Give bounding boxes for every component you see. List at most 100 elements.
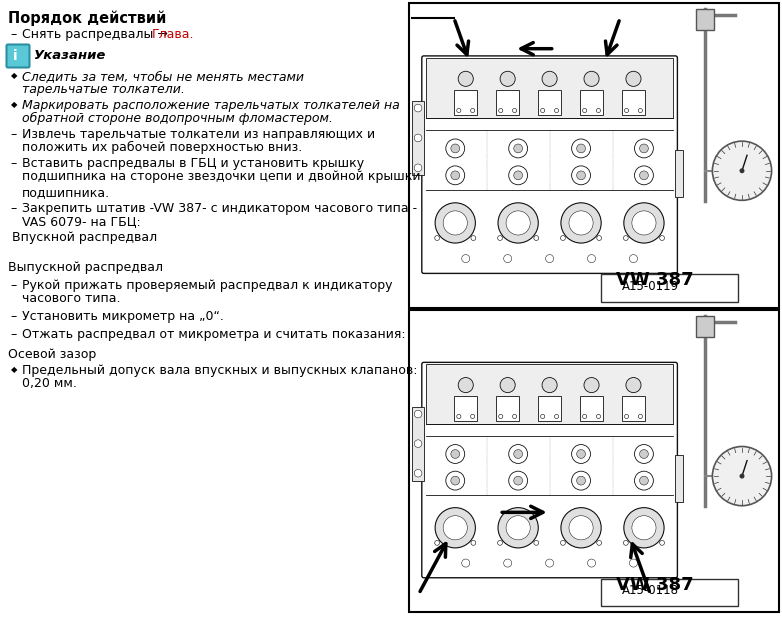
Circle shape [634,471,654,490]
Text: –: – [10,202,16,215]
Text: положить их рабочей поверхностью вниз.: положить их рабочей поверхностью вниз. [22,141,303,154]
Text: тарельчатые толкатели.: тарельчатые толкатели. [22,83,185,96]
Text: Выпускной распредвал: Выпускной распредвал [8,261,163,274]
Bar [580,396,603,421]
Bar [496,90,519,115]
Text: ◆: ◆ [11,365,17,374]
Circle shape [534,235,539,240]
Circle shape [443,211,468,235]
Bar [409,3,779,308]
Circle shape [630,559,637,567]
FancyBboxPatch shape [421,56,677,273]
Circle shape [561,235,565,240]
Circle shape [446,444,465,464]
Circle shape [741,169,744,172]
Circle shape [632,515,656,540]
Circle shape [634,444,654,464]
Circle shape [471,235,475,240]
Circle shape [435,507,475,548]
Circle shape [443,515,468,540]
Circle shape [630,255,637,263]
Circle shape [623,235,628,240]
Circle shape [597,235,601,240]
Bar [454,396,477,421]
Circle shape [457,415,461,418]
Circle shape [597,415,601,418]
FancyBboxPatch shape [421,362,677,578]
Bar [412,407,424,481]
Circle shape [500,378,515,392]
Circle shape [741,475,744,478]
Text: Осевой зазор: Осевой зазор [8,348,96,361]
Text: обратной стороне водопрочным фломастером.: обратной стороне водопрочным фломастером… [22,112,333,125]
Circle shape [509,166,528,185]
Circle shape [461,255,470,263]
Circle shape [414,440,422,447]
Circle shape [583,108,586,112]
Circle shape [446,166,465,185]
Text: –: – [10,328,16,341]
Circle shape [587,559,596,567]
Circle shape [638,108,643,112]
Text: VAS 6079- на ГБЦ:: VAS 6079- на ГБЦ: [22,215,141,228]
Circle shape [451,476,460,485]
Circle shape [625,415,629,418]
Text: –: – [10,157,16,170]
Circle shape [561,507,601,548]
Circle shape [546,559,554,567]
Circle shape [584,378,599,392]
Circle shape [451,144,460,153]
Text: Порядок действий: Порядок действий [8,10,167,25]
Bar [496,396,519,421]
Circle shape [435,541,439,545]
Bar [538,90,561,115]
Circle shape [572,444,590,464]
Circle shape [626,71,641,87]
Circle shape [576,449,586,459]
Bar [676,150,683,197]
Text: –: – [10,28,16,41]
Circle shape [583,415,586,418]
Circle shape [640,476,648,485]
Text: часового типа.: часового типа. [22,292,120,305]
Bar [580,90,603,115]
Circle shape [640,144,648,153]
Bar [622,396,645,421]
Text: Закрепить штатив -VW 387- с индикатором часового типа -: Закрепить штатив -VW 387- с индикатором … [22,202,417,215]
Text: Глава.: Глава. [152,28,195,41]
Circle shape [512,108,517,112]
Bar [426,58,673,117]
Circle shape [587,255,596,263]
Circle shape [514,476,522,485]
Bar [409,310,779,612]
Bar [696,316,714,337]
Circle shape [414,164,421,172]
Circle shape [451,171,460,180]
Circle shape [540,108,545,112]
Text: –: – [10,128,16,141]
Circle shape [569,515,593,540]
Circle shape [414,104,421,112]
Text: –: – [10,310,16,323]
Circle shape [461,559,470,567]
Circle shape [597,108,601,112]
Circle shape [514,449,522,459]
Circle shape [500,71,515,87]
Circle shape [471,415,475,418]
Circle shape [509,139,528,158]
Circle shape [540,415,545,418]
Text: ◆: ◆ [11,71,17,80]
Text: A15-0119: A15-0119 [622,280,679,293]
Text: Предельный допуск вала впускных и выпускных клапанов:: Предельный допуск вала впускных и выпуск… [22,364,418,377]
Circle shape [584,71,599,87]
Circle shape [504,255,511,263]
Circle shape [497,235,503,240]
Text: Рукой прижать проверяемый распредвал к индикатору: Рукой прижать проверяемый распредвал к и… [22,279,393,292]
FancyBboxPatch shape [6,44,30,67]
Circle shape [451,449,460,459]
Text: 0,20 мм.: 0,20 мм. [22,377,77,390]
Circle shape [634,139,654,158]
Circle shape [712,141,772,200]
Circle shape [712,446,772,506]
Circle shape [499,415,503,418]
